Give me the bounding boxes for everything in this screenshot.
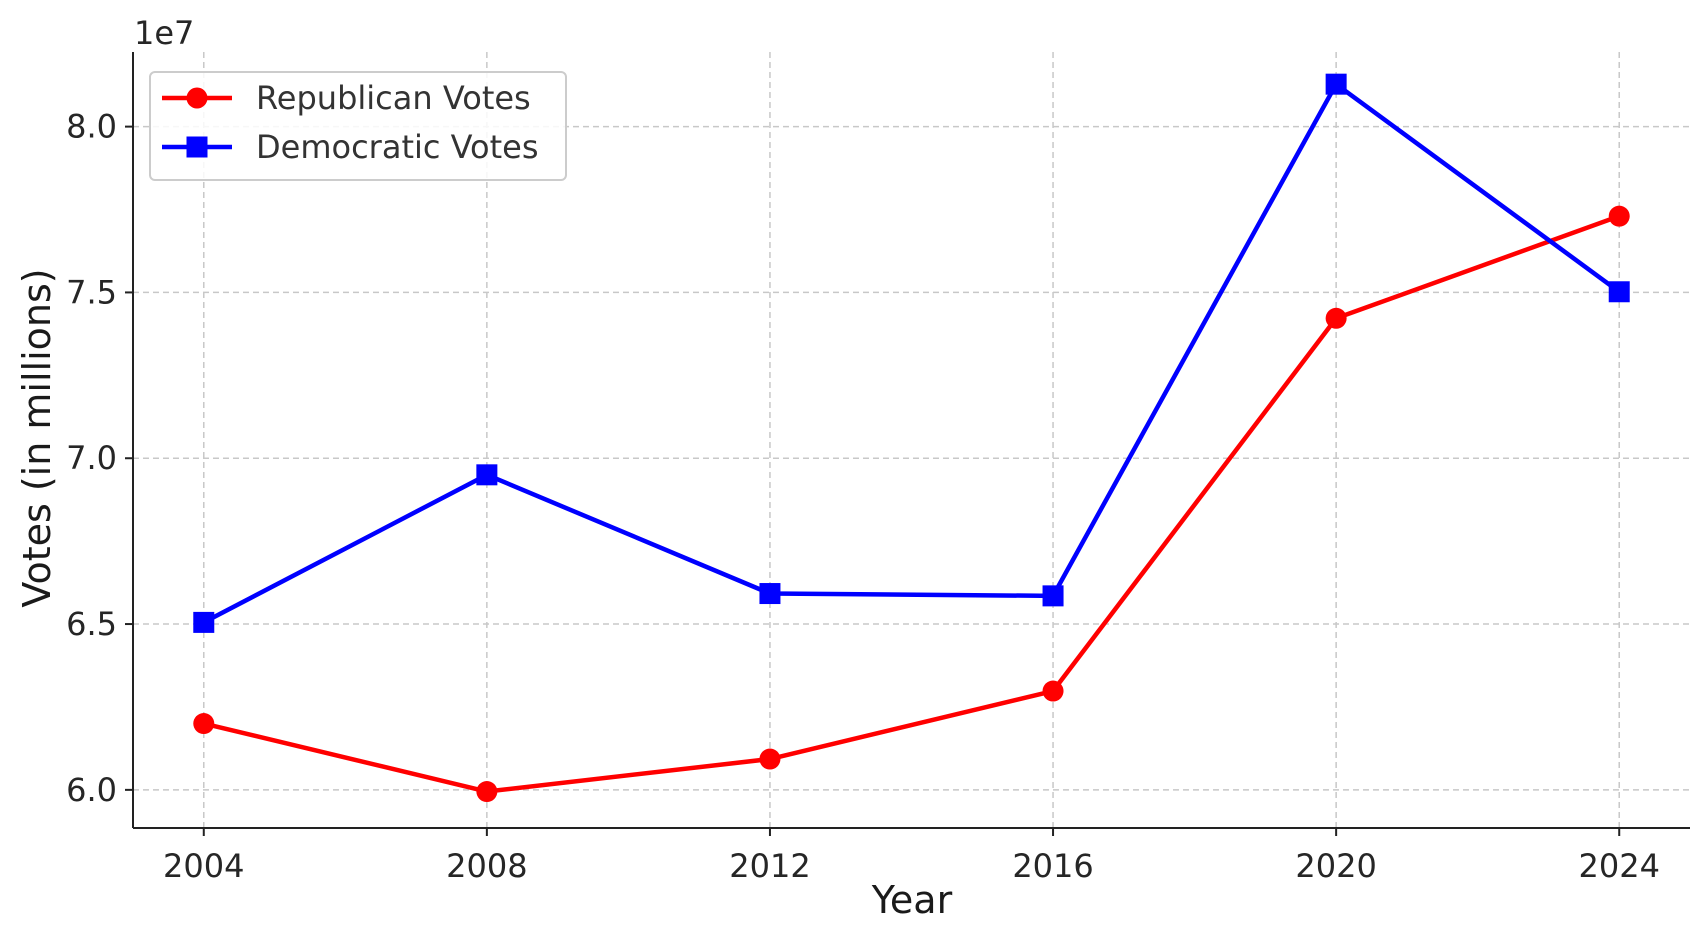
y-axis-offset-label: 1e7 [134, 14, 194, 52]
legend-label: Democratic Votes [256, 128, 539, 166]
x-tick-label: 2004 [163, 847, 244, 885]
democratic-point [1608, 281, 1630, 303]
y-axis-title: Votes (in millions) [15, 268, 59, 607]
x-tick-label: 2016 [1012, 847, 1093, 885]
legend: Republican Votes Democratic Votes [149, 71, 567, 181]
series-layer [193, 73, 1630, 803]
republican-point [1042, 680, 1064, 702]
republican-point [193, 713, 215, 735]
democratic-point [1042, 585, 1064, 607]
axis-labels: 1e7 Year Votes (in millions) [15, 14, 953, 922]
x-axis-title: Year [871, 878, 953, 922]
legend-square-marker [186, 136, 208, 158]
democratic-point [193, 611, 215, 633]
legend-box [149, 71, 567, 181]
series-line-democratic [202, 81, 1621, 625]
x-tick-label: 2012 [729, 847, 810, 885]
x-tick-label: 2024 [1579, 847, 1660, 885]
series-line-republican [203, 214, 1620, 794]
x-tick-label: 2020 [1295, 847, 1376, 885]
y-tick-label: 7.5 [66, 273, 117, 311]
republican-point [1325, 307, 1347, 329]
y-tick-label: 7.0 [66, 439, 117, 477]
legend-label: Republican Votes [256, 79, 531, 117]
republican-point [1608, 205, 1630, 227]
y-tick-label: 6.0 [66, 771, 117, 809]
republican-point [476, 781, 498, 803]
republican-point [759, 748, 781, 770]
legend-circle-marker [186, 87, 208, 109]
democratic-point [1325, 73, 1347, 95]
axes: 2004 2008 2012 2016 2020 2024 6.0 6.5 7.0 7.5 8.0 [66, 52, 1690, 885]
x-tick-label: 2008 [446, 847, 527, 885]
democratic-point [476, 464, 498, 486]
y-tick-label: 8.0 [66, 108, 117, 146]
y-tick-label: 6.5 [66, 605, 117, 643]
democratic-point [759, 583, 781, 605]
